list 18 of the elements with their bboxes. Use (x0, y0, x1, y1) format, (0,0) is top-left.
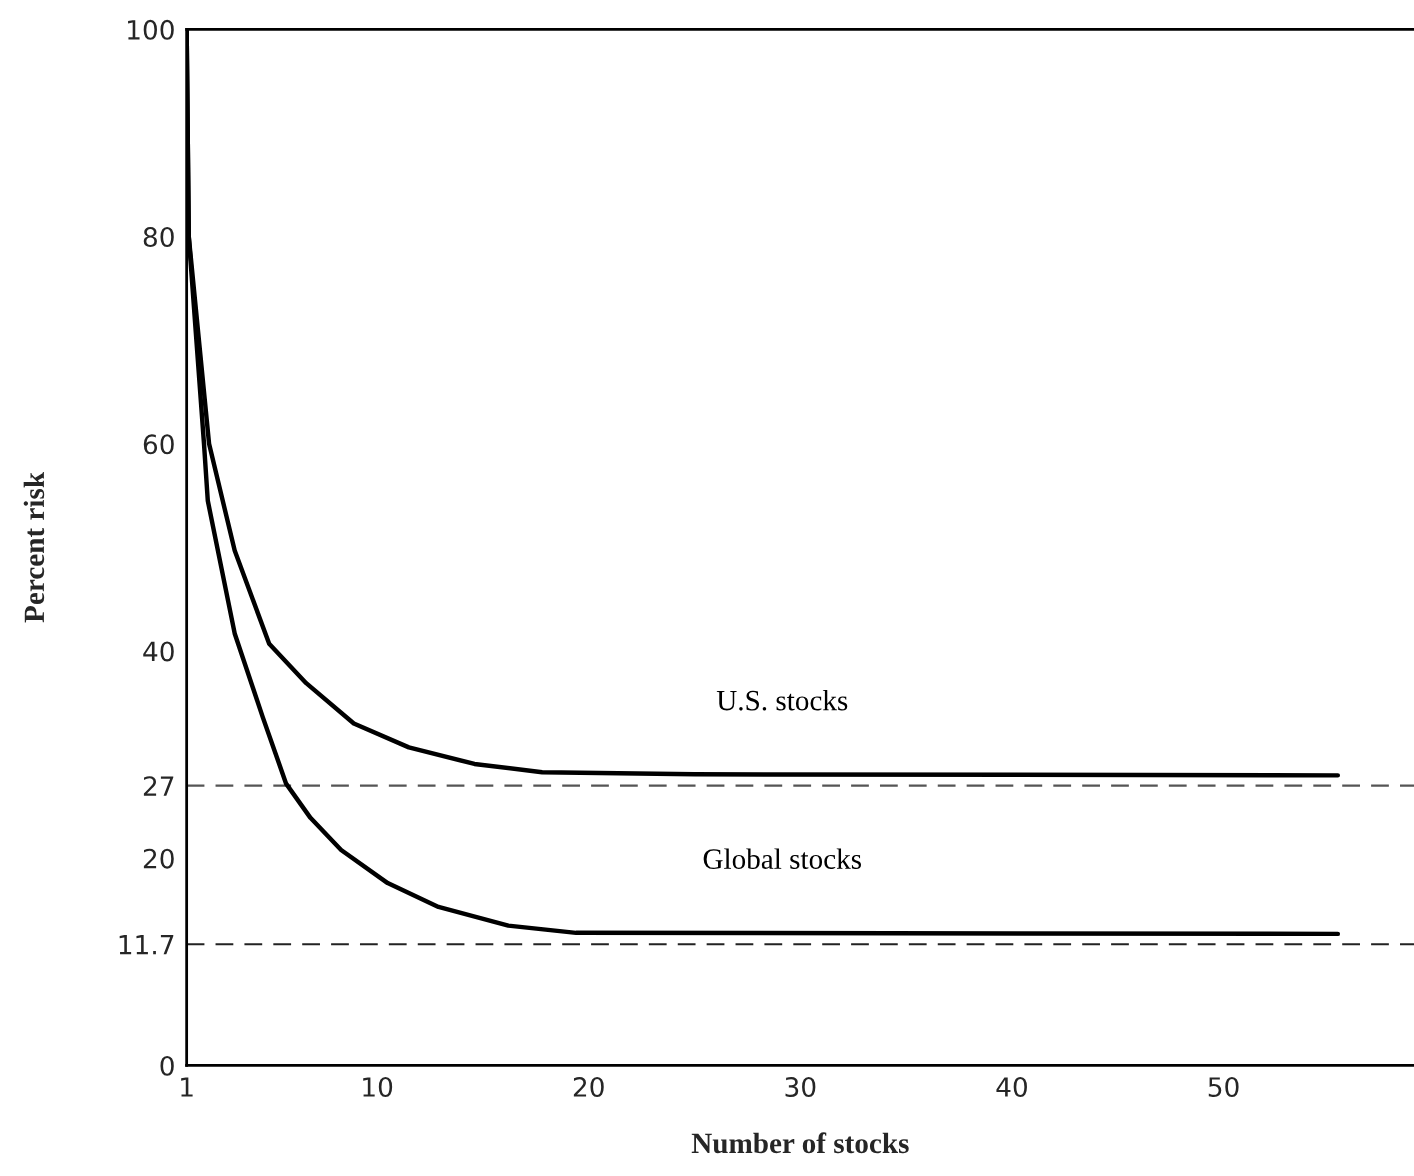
x-tick-label: 50 (1208, 1077, 1239, 1097)
x-tick-label: 1 (181, 1077, 193, 1097)
x-tick-label: 10 (363, 1077, 393, 1097)
y-tick-label: 20 (143, 848, 174, 869)
y-tick-label: 80 (143, 227, 174, 248)
y-tick-label: 0 (160, 1055, 174, 1076)
text: Global stocks (703, 848, 861, 869)
y-axis-title: Percent risk (23, 472, 45, 623)
y-tick-label: 60 (143, 434, 174, 455)
x-tick-label: 40 (996, 1077, 1027, 1097)
y-tick-label: 40 (143, 641, 174, 662)
y-tick-label: 27 (143, 776, 174, 796)
text: U.S. stocks (716, 689, 848, 711)
x-tick-label: 20 (573, 1077, 604, 1097)
x-tick-label: 30 (785, 1077, 816, 1097)
y-tick-label: 11.7 (119, 935, 174, 955)
x-axis-title: Number of stocks (691, 1132, 909, 1154)
y-tick-label: 100 (128, 19, 174, 40)
